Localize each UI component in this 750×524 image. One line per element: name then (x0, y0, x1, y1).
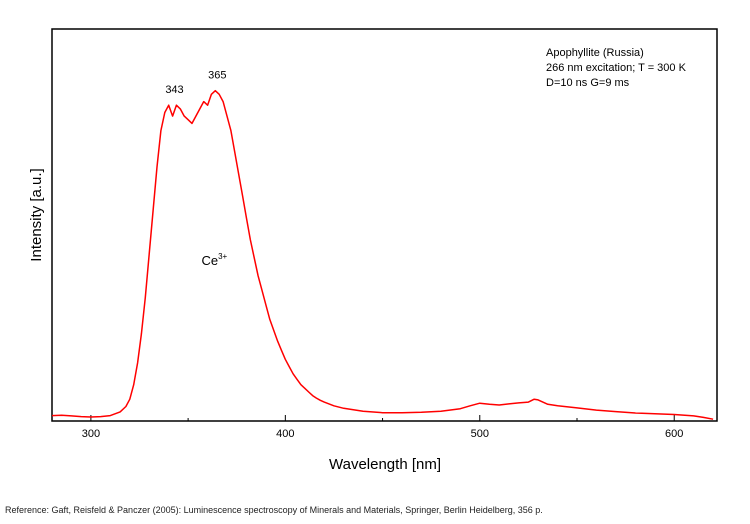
y-axis-label: Intensity [a.u.] (28, 168, 45, 261)
reference-note: Reference: Gaft, Reisfeld & Panczer (200… (5, 505, 543, 515)
x-axis-ticks (90, 415, 675, 421)
plot-frame (51, 28, 718, 422)
info-line: Apophyllite (Russia) (546, 47, 644, 59)
spectrum-line (51, 89, 714, 420)
peak-label: 365 (208, 70, 226, 82)
x-tick-label: 300 (82, 428, 100, 440)
x-tick-label: 600 (665, 428, 683, 440)
peak-label: 343 (165, 84, 183, 96)
x-axis-tick-labels: 300 400 500 600 (82, 428, 684, 440)
x-tick-label: 500 (471, 428, 489, 440)
x-axis-label: Wavelength [nm] (329, 456, 441, 473)
info-line: D=10 ns G=9 ms (546, 77, 630, 89)
species-label-superscript: 3+ (218, 252, 227, 261)
species-label: Ce3+ (201, 252, 227, 268)
species-label-text: Ce (201, 253, 218, 268)
measurement-info: Apophyllite (Russia) 266 nm excitation; T… (546, 47, 687, 89)
info-line: 266 nm excitation; T = 300 K (546, 62, 687, 74)
peak-annotations: 343 365 Ce3+ (165, 70, 227, 268)
x-tick-label: 400 (276, 428, 294, 440)
